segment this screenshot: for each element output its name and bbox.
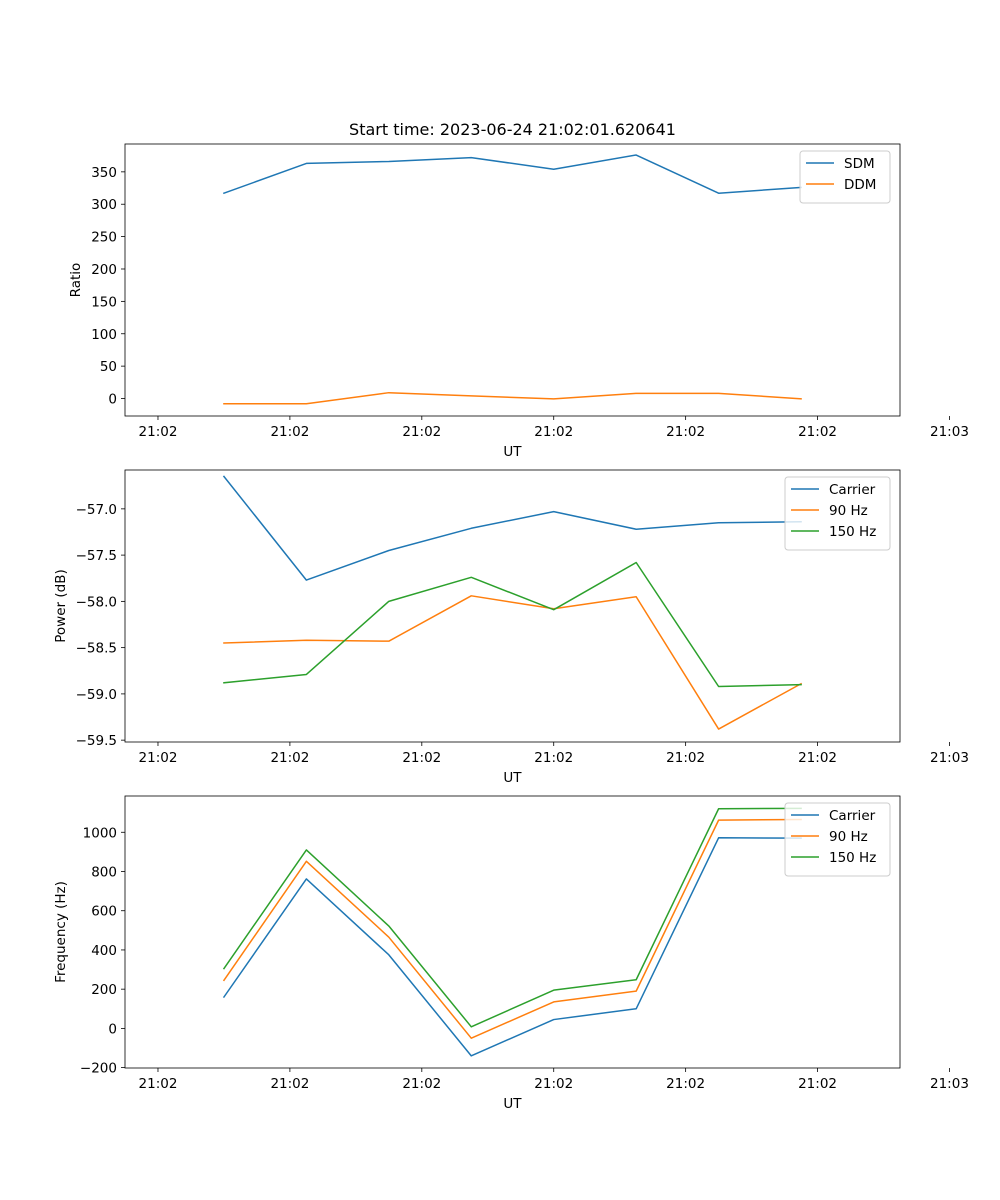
x-tick-label: 21:02 xyxy=(666,750,705,766)
y-tick-label: 600 xyxy=(91,904,117,920)
y-tick-label: −57.0 xyxy=(76,502,117,518)
legend-label: Carrier xyxy=(829,482,876,498)
y-tick-label: 0 xyxy=(108,1021,117,1037)
y-tick-label: 200 xyxy=(91,982,117,998)
x-tick-label: 21:02 xyxy=(402,1076,441,1092)
x-tick-label: 21:03 xyxy=(930,750,969,766)
y-tick-label: −200 xyxy=(80,1061,117,1077)
x-tick-label: 21:02 xyxy=(270,750,309,766)
y-axis-label: Ratio xyxy=(68,263,84,298)
x-tick-label: 21:03 xyxy=(930,424,969,440)
series-line-150-hz xyxy=(223,561,802,688)
x-tick-label: 21:02 xyxy=(534,424,573,440)
legend-label: SDM xyxy=(844,156,875,172)
y-axis-label: Power (dB) xyxy=(53,569,69,642)
x-tick-label: 21:02 xyxy=(139,750,178,766)
series-line-90-hz xyxy=(222,818,802,1039)
legend-label: 90 Hz xyxy=(829,503,868,519)
chart-title: Start time: 2023-06-24 21:02:01.620641 xyxy=(349,120,676,139)
x-tick-label: 21:02 xyxy=(139,1076,178,1092)
x-axis-label: UT xyxy=(503,444,522,460)
x-tick-label: 21:02 xyxy=(270,1076,309,1092)
y-tick-label: 50 xyxy=(100,359,117,375)
legend: Carrier 90 Hz 150 Hz xyxy=(784,802,891,877)
x-axis-label: UT xyxy=(503,1096,522,1112)
legend-label: 150 Hz xyxy=(829,524,876,540)
series-line-carrier xyxy=(222,837,802,1057)
x-tick-label: 21:02 xyxy=(534,1076,573,1092)
legend: Carrier 90 Hz 150 Hz xyxy=(784,476,891,551)
y-axis-label: Frequency (Hz) xyxy=(53,881,69,983)
y-tick-label: 150 xyxy=(91,294,117,310)
x-tick-label: 21:02 xyxy=(402,424,441,440)
x-tick-label: 21:02 xyxy=(270,424,309,440)
y-tick-label: −59.0 xyxy=(76,687,117,703)
x-tick-label: 21:02 xyxy=(798,1076,837,1092)
legend-label: DDM xyxy=(844,177,876,193)
legend-label: 90 Hz xyxy=(829,829,868,845)
legend-box xyxy=(799,150,891,204)
chart-2: 21:02 21:02 21:02 21:02 21:02 21:02 21:03 −59.5… xyxy=(53,469,969,786)
legend: SDM DDM xyxy=(799,150,891,204)
x-axis-label: UT xyxy=(503,770,522,786)
axes-frame xyxy=(124,795,901,1069)
series-line-sdm xyxy=(222,154,802,195)
y-tick-label: −58.0 xyxy=(76,594,117,610)
chart-1: Start time: 2023-06-24 21:02:01.620641 21… xyxy=(68,120,969,460)
axes-frame xyxy=(124,469,901,743)
y-tick-label: 0 xyxy=(108,392,117,408)
y-tick-label: 300 xyxy=(91,197,117,213)
series-line-150-hz xyxy=(222,807,802,1028)
x-tick-label: 21:02 xyxy=(534,750,573,766)
y-tick-label: −59.5 xyxy=(76,733,117,749)
y-tick-label: 350 xyxy=(91,165,117,181)
y-tick-label: 800 xyxy=(91,865,117,881)
x-tick-label: 21:02 xyxy=(666,1076,705,1092)
axes-frame xyxy=(124,143,901,417)
x-tick-label: 21:03 xyxy=(930,1076,969,1092)
y-tick-label: 400 xyxy=(91,943,117,959)
y-tick-label: 1000 xyxy=(83,825,117,841)
x-tick-label: 21:02 xyxy=(139,424,178,440)
legend-label: Carrier xyxy=(829,808,876,824)
x-tick-label: 21:02 xyxy=(798,424,837,440)
series-line-90-hz xyxy=(223,595,803,730)
y-tick-label: −58.5 xyxy=(76,641,117,657)
series-line-ddm xyxy=(223,391,802,405)
legend-label: 150 Hz xyxy=(829,850,876,866)
x-tick-label: 21:02 xyxy=(798,750,837,766)
chart-3: 21:02 21:02 21:02 21:02 21:02 21:02 21:03 −200 0… xyxy=(53,795,969,1112)
x-tick-label: 21:02 xyxy=(666,424,705,440)
y-tick-label: 100 xyxy=(91,327,117,343)
x-tick-label: 21:02 xyxy=(402,750,441,766)
y-tick-label: 250 xyxy=(91,230,117,246)
series-line-carrier xyxy=(222,475,802,581)
y-tick-label: 200 xyxy=(91,262,117,278)
y-tick-label: −57.5 xyxy=(76,548,117,564)
